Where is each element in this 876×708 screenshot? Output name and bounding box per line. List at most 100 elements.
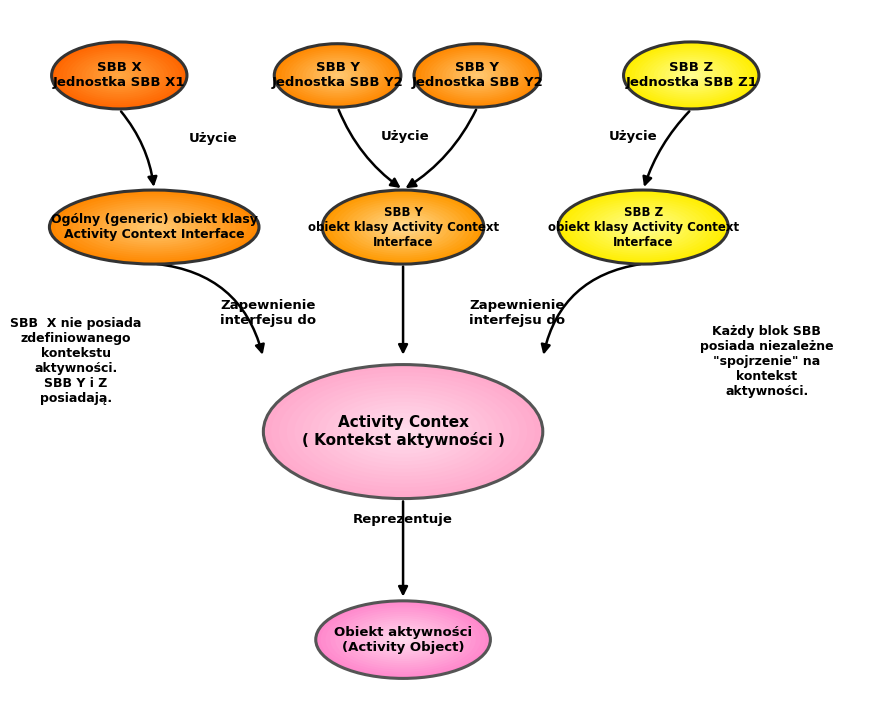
- Ellipse shape: [619, 217, 667, 237]
- Ellipse shape: [55, 192, 253, 262]
- Text: SBB X
Jednostka SBB X1: SBB X Jednostka SBB X1: [53, 62, 186, 89]
- Ellipse shape: [394, 223, 412, 232]
- Ellipse shape: [591, 205, 696, 250]
- Ellipse shape: [310, 387, 496, 476]
- Ellipse shape: [340, 612, 466, 668]
- Ellipse shape: [562, 192, 724, 262]
- Ellipse shape: [104, 68, 134, 83]
- Ellipse shape: [286, 376, 519, 487]
- Ellipse shape: [299, 56, 377, 95]
- Ellipse shape: [52, 42, 187, 109]
- Ellipse shape: [381, 217, 426, 237]
- Ellipse shape: [101, 66, 138, 85]
- Ellipse shape: [582, 200, 704, 253]
- Ellipse shape: [119, 215, 189, 239]
- Ellipse shape: [399, 225, 407, 229]
- Ellipse shape: [385, 219, 421, 235]
- Ellipse shape: [639, 225, 648, 229]
- Ellipse shape: [108, 210, 201, 244]
- Ellipse shape: [279, 372, 527, 491]
- Ellipse shape: [84, 202, 224, 252]
- Ellipse shape: [369, 624, 437, 655]
- Ellipse shape: [313, 63, 362, 88]
- Ellipse shape: [90, 205, 218, 250]
- Ellipse shape: [414, 44, 540, 107]
- Ellipse shape: [334, 74, 341, 77]
- Ellipse shape: [67, 196, 242, 258]
- Ellipse shape: [78, 55, 160, 96]
- Ellipse shape: [456, 65, 498, 86]
- Ellipse shape: [357, 409, 449, 454]
- Ellipse shape: [315, 601, 491, 678]
- Ellipse shape: [364, 413, 442, 450]
- Ellipse shape: [572, 196, 714, 258]
- Ellipse shape: [336, 196, 470, 258]
- Ellipse shape: [116, 74, 123, 77]
- Ellipse shape: [683, 72, 699, 79]
- Ellipse shape: [49, 190, 259, 264]
- Ellipse shape: [358, 207, 448, 248]
- Ellipse shape: [661, 61, 721, 91]
- Ellipse shape: [639, 50, 744, 101]
- Ellipse shape: [568, 194, 719, 260]
- Ellipse shape: [633, 223, 653, 232]
- Ellipse shape: [435, 55, 519, 96]
- Ellipse shape: [112, 72, 127, 79]
- Text: SBB Y
obiekt klasy Activity Context
Interface: SBB Y obiekt klasy Activity Context Inte…: [307, 205, 498, 249]
- Ellipse shape: [350, 616, 456, 663]
- Ellipse shape: [148, 225, 160, 229]
- FancyArrowPatch shape: [157, 264, 264, 352]
- FancyArrowPatch shape: [408, 110, 476, 187]
- Ellipse shape: [367, 210, 439, 244]
- Ellipse shape: [295, 55, 380, 96]
- Ellipse shape: [316, 65, 358, 86]
- Ellipse shape: [624, 42, 759, 109]
- Ellipse shape: [302, 383, 504, 480]
- Ellipse shape: [418, 45, 537, 105]
- Ellipse shape: [665, 62, 717, 88]
- Ellipse shape: [389, 633, 418, 646]
- Ellipse shape: [320, 67, 355, 84]
- Ellipse shape: [446, 59, 509, 91]
- Ellipse shape: [558, 190, 728, 264]
- Ellipse shape: [363, 209, 443, 246]
- Ellipse shape: [646, 53, 737, 98]
- Ellipse shape: [281, 47, 394, 103]
- Ellipse shape: [653, 57, 729, 94]
- Text: Reprezentuje: Reprezentuje: [353, 513, 453, 526]
- Ellipse shape: [264, 365, 543, 498]
- Ellipse shape: [657, 59, 725, 92]
- Ellipse shape: [93, 62, 145, 88]
- Ellipse shape: [331, 194, 475, 260]
- Ellipse shape: [399, 637, 408, 641]
- Ellipse shape: [395, 428, 411, 435]
- Ellipse shape: [629, 221, 657, 233]
- Ellipse shape: [63, 47, 176, 103]
- Ellipse shape: [86, 59, 153, 92]
- FancyArrowPatch shape: [339, 110, 399, 186]
- Ellipse shape: [345, 614, 462, 666]
- Ellipse shape: [309, 62, 365, 89]
- Ellipse shape: [359, 620, 447, 659]
- Ellipse shape: [271, 368, 535, 495]
- Ellipse shape: [384, 631, 422, 649]
- Ellipse shape: [376, 215, 430, 239]
- Text: SBB Z
Jednostka SBB Z1: SBB Z Jednostka SBB Z1: [625, 62, 757, 89]
- Ellipse shape: [350, 202, 457, 252]
- Ellipse shape: [67, 50, 172, 101]
- Ellipse shape: [390, 221, 416, 233]
- Ellipse shape: [323, 69, 351, 83]
- Ellipse shape: [474, 74, 481, 77]
- Ellipse shape: [285, 49, 391, 102]
- Ellipse shape: [393, 635, 413, 644]
- Text: SBB Z
obiekt klasy Activity Context
Interface: SBB Z obiekt klasy Activity Context Inte…: [548, 205, 738, 249]
- FancyArrowPatch shape: [121, 111, 156, 184]
- Ellipse shape: [605, 210, 681, 244]
- Ellipse shape: [387, 424, 419, 439]
- Ellipse shape: [96, 207, 212, 248]
- Text: Zapewnienie
interfejsu do: Zapewnienie interfejsu do: [469, 299, 565, 327]
- Ellipse shape: [364, 622, 442, 657]
- Ellipse shape: [371, 212, 434, 241]
- Ellipse shape: [421, 47, 533, 103]
- Ellipse shape: [326, 394, 481, 469]
